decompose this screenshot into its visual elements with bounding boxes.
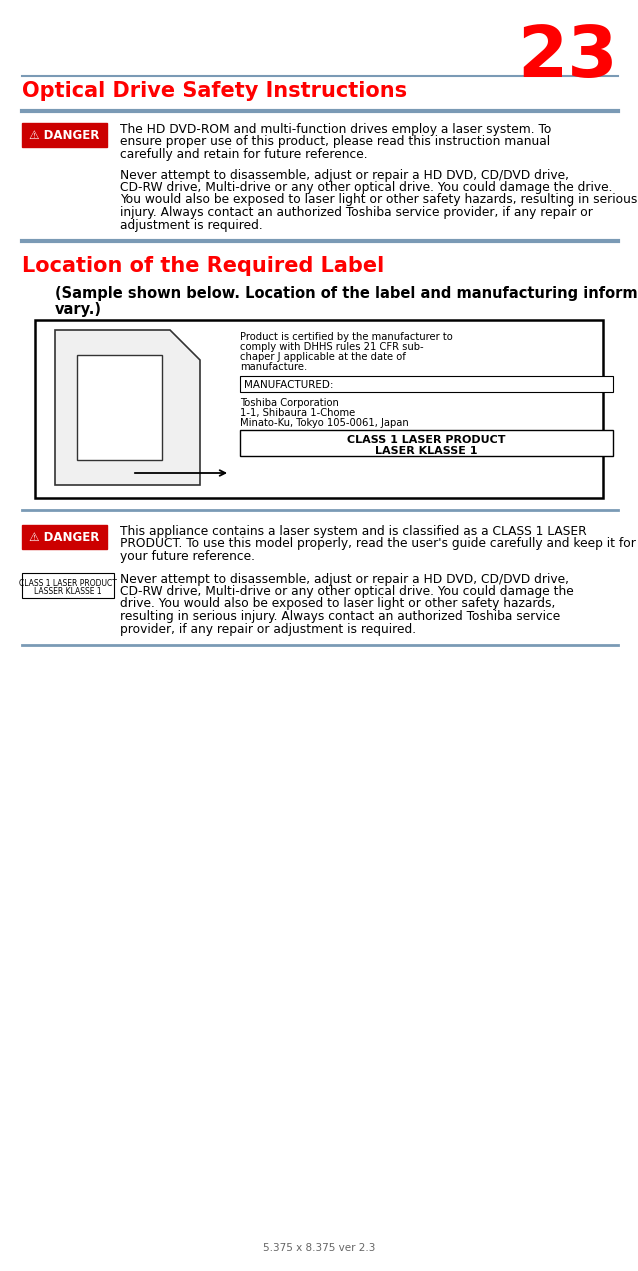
Text: 5.375 x 8.375 ver 2.3: 5.375 x 8.375 ver 2.3	[263, 1243, 375, 1253]
Text: resulting in serious injury. Always contact an authorized Toshiba service: resulting in serious injury. Always cont…	[120, 610, 560, 623]
Text: Minato-Ku, Tokyo 105-0061, Japan: Minato-Ku, Tokyo 105-0061, Japan	[240, 418, 409, 428]
Text: 23: 23	[517, 23, 618, 92]
Text: The HD DVD-ROM and multi-function drives employ a laser system. To: The HD DVD-ROM and multi-function drives…	[120, 123, 551, 136]
Text: Never attempt to disassemble, adjust or repair a HD DVD, CD/DVD drive,: Never attempt to disassemble, adjust or …	[120, 572, 569, 586]
Text: ⚠ DANGER: ⚠ DANGER	[29, 128, 100, 141]
Text: MANUFACTURED:: MANUFACTURED:	[244, 380, 334, 390]
Text: provider, if any repair or adjustment is required.: provider, if any repair or adjustment is…	[120, 623, 416, 636]
Text: PRODUCT. To use this model properly, read the user's guide carefully and keep it: PRODUCT. To use this model properly, rea…	[120, 538, 636, 550]
Text: CD-RW drive, Multi-drive or any other optical drive. You could damage the: CD-RW drive, Multi-drive or any other op…	[120, 585, 574, 597]
Text: your future reference.: your future reference.	[120, 550, 255, 563]
Text: LASSER KLASSE 1: LASSER KLASSE 1	[34, 587, 102, 596]
Text: drive. You would also be exposed to laser light or other safety hazards,: drive. You would also be exposed to lase…	[120, 597, 555, 610]
Text: carefully and retain for future reference.: carefully and retain for future referenc…	[120, 147, 367, 161]
Text: This appliance contains a laser system and is classified as a CLASS 1 LASER: This appliance contains a laser system a…	[120, 525, 586, 538]
Text: vary.): vary.)	[55, 302, 102, 316]
Text: Toshiba Corporation: Toshiba Corporation	[240, 398, 339, 408]
Text: CLASS 1 LASER PRODUCT: CLASS 1 LASER PRODUCT	[19, 578, 117, 587]
Text: 1-1, Shibaura 1-Chome: 1-1, Shibaura 1-Chome	[240, 408, 355, 418]
Text: Location of the Required Label: Location of the Required Label	[22, 255, 384, 276]
Text: (Sample shown below. Location of the label and manufacturing information may: (Sample shown below. Location of the lab…	[55, 286, 638, 301]
Text: injury. Always contact an authorized Toshiba service provider, if any repair or: injury. Always contact an authorized Tos…	[120, 206, 593, 219]
Text: CLASS 1 LASER PRODUCT: CLASS 1 LASER PRODUCT	[347, 435, 506, 445]
Polygon shape	[55, 330, 200, 486]
Text: Product is certified by the manufacturer to: Product is certified by the manufacturer…	[240, 332, 453, 342]
Text: chaper J applicable at the date of: chaper J applicable at the date of	[240, 352, 406, 362]
Text: Never attempt to disassemble, adjust or repair a HD DVD, CD/DVD drive,: Never attempt to disassemble, adjust or …	[120, 169, 569, 182]
Bar	[240, 430, 613, 456]
Bar	[77, 355, 162, 460]
Text: Optical Drive Safety Instructions: Optical Drive Safety Instructions	[22, 81, 407, 100]
Text: ensure proper use of this product, please read this instruction manual: ensure proper use of this product, pleas…	[120, 136, 550, 149]
Bar	[22, 525, 107, 549]
Bar	[35, 320, 603, 498]
Bar	[240, 376, 613, 391]
Bar	[22, 123, 107, 147]
Text: adjustment is required.: adjustment is required.	[120, 219, 263, 231]
Text: manufacture.: manufacture.	[240, 362, 308, 372]
Text: CD-RW drive, Multi-drive or any other optical drive. You could damage the drive.: CD-RW drive, Multi-drive or any other op…	[120, 180, 612, 194]
Text: LASER KLASSE 1: LASER KLASSE 1	[375, 446, 478, 456]
Bar	[22, 572, 114, 597]
Text: comply with DHHS rules 21 CFR sub-: comply with DHHS rules 21 CFR sub-	[240, 342, 424, 352]
Text: You would also be exposed to laser light or other safety hazards, resulting in s: You would also be exposed to laser light…	[120, 193, 637, 206]
Text: ⚠ DANGER: ⚠ DANGER	[29, 530, 100, 544]
